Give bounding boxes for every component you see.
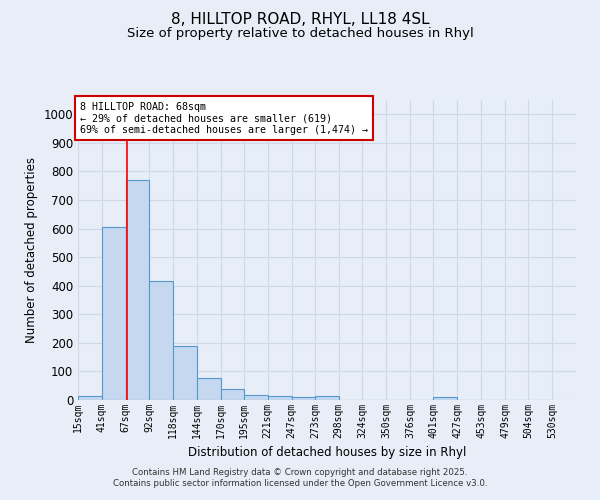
Bar <box>126 180 149 400</box>
Bar <box>221 388 244 400</box>
Bar <box>244 395 268 400</box>
X-axis label: Distribution of detached houses by size in Rhyl: Distribution of detached houses by size … <box>188 446 466 460</box>
Text: Contains HM Land Registry data © Crown copyright and database right 2025.
Contai: Contains HM Land Registry data © Crown c… <box>113 468 487 487</box>
Y-axis label: Number of detached properties: Number of detached properties <box>25 157 38 343</box>
Bar <box>316 396 338 400</box>
Bar <box>102 227 126 400</box>
Bar <box>197 378 221 400</box>
Bar <box>78 396 102 400</box>
Text: 8 HILLTOP ROAD: 68sqm
← 29% of detached houses are smaller (619)
69% of semi-det: 8 HILLTOP ROAD: 68sqm ← 29% of detached … <box>80 102 368 134</box>
Bar <box>292 397 316 400</box>
Bar <box>149 282 173 400</box>
Bar <box>268 396 292 400</box>
Text: Size of property relative to detached houses in Rhyl: Size of property relative to detached ho… <box>127 28 473 40</box>
Bar <box>433 396 457 400</box>
Bar <box>173 346 197 400</box>
Text: 8, HILLTOP ROAD, RHYL, LL18 4SL: 8, HILLTOP ROAD, RHYL, LL18 4SL <box>170 12 430 28</box>
